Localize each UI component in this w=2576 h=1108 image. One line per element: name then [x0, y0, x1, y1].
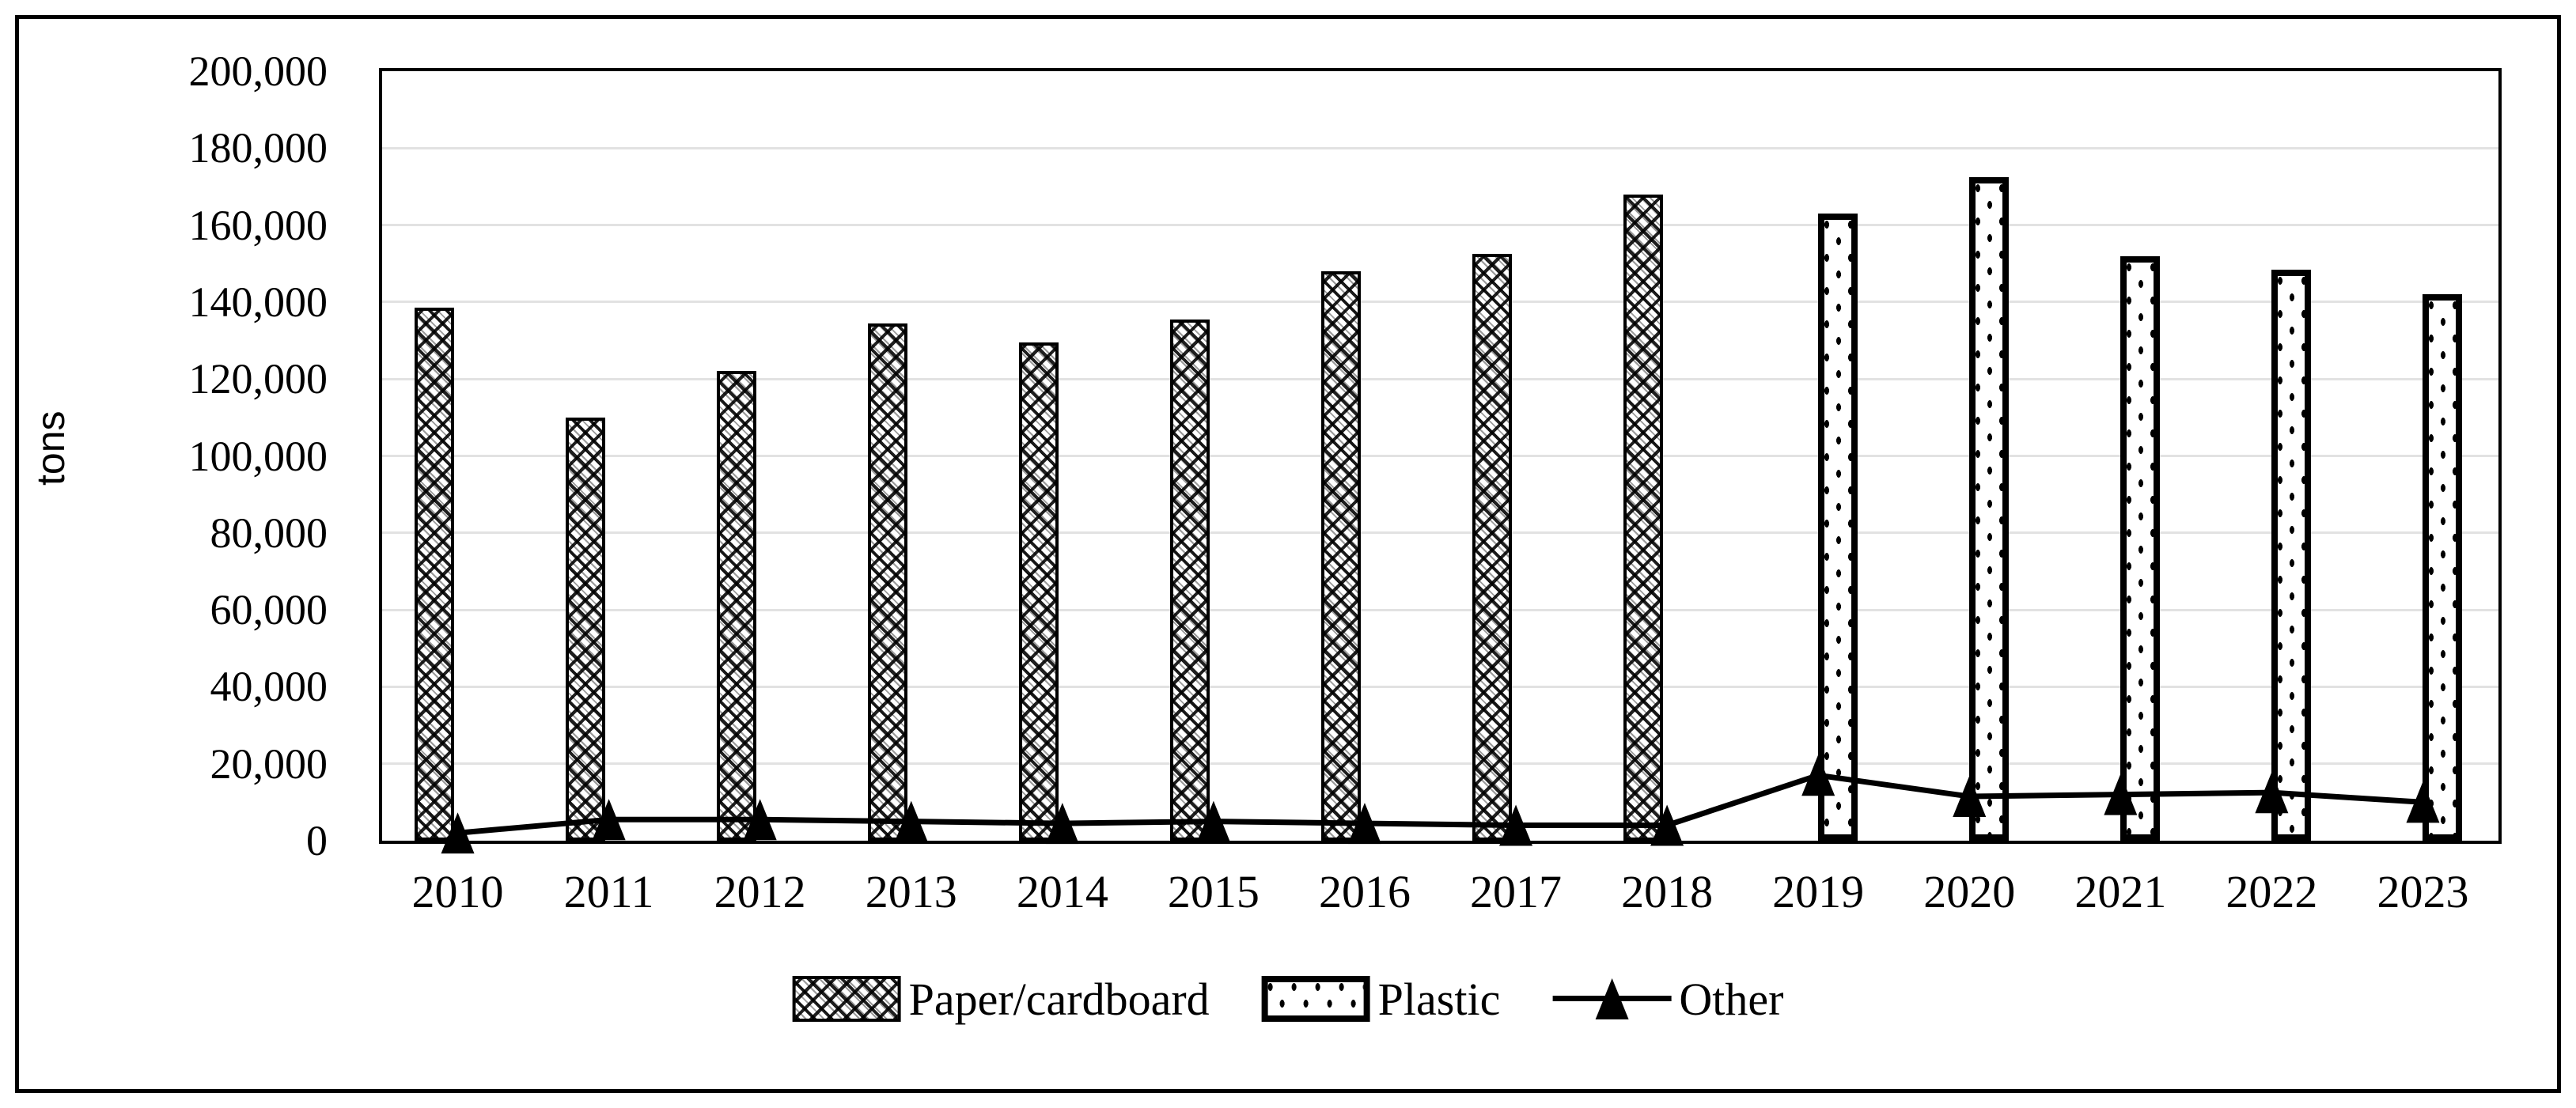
gridline-140000	[382, 301, 2498, 304]
bar-paper-cardboard-2018	[1623, 194, 1664, 841]
triangle-marker-2013	[894, 800, 928, 842]
figure-border	[15, 15, 2561, 1093]
bar-plastic-2021	[2120, 255, 2161, 841]
x-tick-label-2018: 2018	[1621, 866, 1714, 917]
legend-item-plastic: Plastic	[1261, 973, 1501, 1026]
x-tick-label-2023: 2023	[2377, 866, 2469, 917]
x-tick-label-2011: 2011	[563, 866, 654, 917]
triangle-marker-2017	[1499, 804, 1533, 846]
x-tick-label-2020: 2020	[1923, 866, 2016, 917]
triangle-marker-2010	[441, 812, 475, 854]
legend-label-paper-cardboard: Paper/cardboard	[908, 973, 1210, 1025]
bar-paper-cardboard-2016	[1320, 270, 1361, 841]
legend-item-other: Other	[1552, 973, 1783, 1026]
gridline-40000	[382, 685, 2498, 688]
triangle-marker-2015	[1196, 800, 1230, 842]
y-tick-label-60000: 60,000	[210, 586, 328, 634]
y-tick-label-80000: 80,000	[210, 509, 328, 557]
gridline-160000	[382, 224, 2498, 227]
x-tick-label-2015: 2015	[1167, 866, 1260, 917]
triangle-marker-2020	[1953, 776, 1987, 818]
gridline-180000	[382, 146, 2498, 149]
y-tick-label-100000: 100,000	[188, 432, 328, 480]
x-tick-label-2014: 2014	[1016, 866, 1108, 917]
y-axis-title: tons	[28, 410, 73, 486]
triangle-marker-2011	[592, 799, 626, 841]
other-line	[457, 772, 2423, 836]
x-tick-label-2010: 2010	[411, 866, 504, 917]
x-tick-label-2017: 2017	[1470, 866, 1563, 917]
gridline-120000	[382, 377, 2498, 380]
triangle-marker-2014	[1045, 803, 1079, 845]
triangle-marker-2019	[1801, 754, 1835, 796]
bar-paper-cardboard-2013	[867, 323, 907, 841]
x-tick-label-2012: 2012	[714, 866, 806, 917]
legend-triangle-icon	[1595, 978, 1629, 1019]
legend: Paper/cardboard Plastic Other	[792, 966, 1783, 1031]
gridline-20000	[382, 762, 2498, 766]
x-tick-label-2016: 2016	[1318, 866, 1411, 917]
bar-paper-cardboard-2015	[1169, 319, 1210, 841]
y-tick-label-20000: 20,000	[210, 739, 328, 788]
bar-paper-cardboard-2010	[414, 308, 454, 841]
y-tick-label-0: 0	[306, 817, 328, 864]
legend-swatch-plastic	[1261, 976, 1370, 1022]
bar-paper-cardboard-2017	[1472, 254, 1513, 841]
gridline-100000	[382, 455, 2498, 457]
y-tick-label-120000: 120,000	[188, 355, 328, 403]
bar-paper-cardboard-2012	[716, 371, 756, 841]
y-tick-label-140000: 140,000	[188, 278, 328, 326]
bar-paper-cardboard-2011	[565, 417, 605, 841]
x-tick-label-2013: 2013	[865, 866, 957, 917]
gridline-60000	[382, 608, 2498, 611]
triangle-marker-2023	[2406, 781, 2440, 823]
legend-swatch-paper-cardboard	[792, 976, 901, 1022]
line-series-other	[441, 754, 2440, 854]
plot-area	[379, 68, 2502, 854]
bar-paper-cardboard-2014	[1018, 342, 1059, 841]
bar-plastic-2023	[2423, 294, 2463, 841]
triangle-marker-2021	[2104, 773, 2138, 815]
bar-plastic-2019	[1818, 214, 1858, 841]
triangle-marker-2016	[1347, 803, 1381, 845]
y-tick-label-180000: 180,000	[188, 124, 328, 172]
y-tick-label-40000: 40,000	[210, 663, 328, 711]
legend-line-sample	[1552, 975, 1672, 1023]
gridline-80000	[382, 531, 2498, 535]
triangle-marker-2022	[2255, 772, 2289, 814]
bar-plastic-2020	[1969, 176, 2010, 841]
bar-plastic-2022	[2271, 269, 2312, 841]
x-tick-label-2021: 2021	[2074, 866, 2167, 917]
x-tick-label-2022: 2022	[2226, 866, 2318, 917]
y-tick-label-160000: 160,000	[188, 201, 328, 249]
triangle-marker-2018	[1650, 804, 1684, 846]
x-tick-label-2019: 2019	[1772, 866, 1865, 917]
legend-label-plastic: Plastic	[1377, 973, 1501, 1025]
y-tick-label-200000: 200,000	[188, 47, 328, 95]
legend-item-paper-cardboard: Paper/cardboard	[792, 973, 1210, 1026]
triangle-marker-2012	[743, 799, 777, 841]
legend-label-other: Other	[1679, 973, 1784, 1025]
